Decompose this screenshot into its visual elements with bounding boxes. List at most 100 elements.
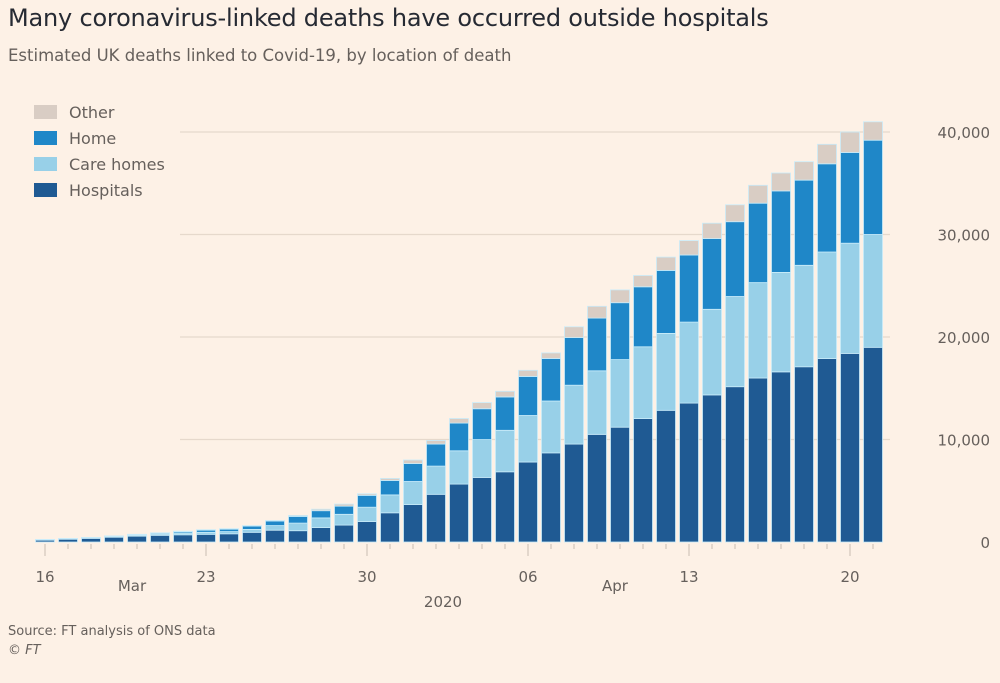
bar-segment-care-homes xyxy=(702,308,722,396)
bar-segment-hospitals xyxy=(541,452,561,543)
bar-segment-care-homes xyxy=(656,332,676,411)
bar-segment-other xyxy=(426,440,446,445)
bar-segment-home xyxy=(380,480,400,496)
bar-segment-home xyxy=(472,408,492,440)
bar-segment-other xyxy=(242,525,262,527)
bar-segment-home xyxy=(426,443,446,467)
bar-segment-hospitals xyxy=(679,402,699,543)
bar-segment-home xyxy=(748,202,768,283)
bar-segment-hospitals xyxy=(81,537,101,543)
x-tick-label: 30 xyxy=(357,568,376,586)
bar-segment-home xyxy=(840,152,860,244)
source-note: Source: FT analysis of ONS data xyxy=(8,624,216,639)
bar-segment-home xyxy=(357,494,377,508)
x-axis: 16 23 30 06 13 20 Mar Apr 2020 xyxy=(35,544,874,611)
bar-segment-hospitals xyxy=(702,394,722,543)
bar-segment-home xyxy=(817,163,837,253)
bar-segment-other xyxy=(58,538,78,540)
bar-segment-other xyxy=(725,204,745,223)
bar-segment-other xyxy=(150,532,170,534)
y-tick-label: 30,000 xyxy=(938,227,991,245)
bar-segment-care-homes xyxy=(610,359,630,428)
x-tick-label: 13 xyxy=(679,568,698,586)
bar-segment-other xyxy=(679,240,699,256)
bar-segment-other xyxy=(334,503,354,507)
bar-segment-other xyxy=(472,402,492,410)
bar-segment-hospitals xyxy=(334,524,354,543)
bar-segment-hospitals xyxy=(725,386,745,543)
bar-segment-home xyxy=(403,463,423,482)
bar-segment-hospitals xyxy=(219,533,239,543)
bar-segment-other xyxy=(518,369,538,377)
bar-segment-care-homes xyxy=(564,384,584,445)
bar-segment-other xyxy=(288,515,308,517)
bar-segment-care-homes xyxy=(748,282,768,379)
bar-segment-hospitals xyxy=(380,512,400,543)
bar-segment-other xyxy=(587,305,607,319)
bar-segment-care-homes xyxy=(472,439,492,478)
y-tick-label: 10,000 xyxy=(938,432,991,450)
bar-segment-hospitals xyxy=(771,371,791,543)
bar-segment-hospitals xyxy=(173,534,193,543)
bar-segment-home xyxy=(449,422,469,452)
bar-segment-hospitals xyxy=(104,536,124,543)
bar-segment-care-homes xyxy=(771,271,791,373)
legend-label-hospitals: Hospitals xyxy=(69,180,143,200)
bar-segment-other xyxy=(265,520,285,522)
bar-segment-hospitals xyxy=(564,443,584,543)
bar-segment-other xyxy=(81,537,101,539)
bar-segment-other xyxy=(610,289,630,304)
bar-segment-care-homes xyxy=(587,370,607,435)
bar-segment-home xyxy=(541,358,561,402)
copyright: © FT xyxy=(8,643,41,658)
legend: Other Home Care homes Hospitals xyxy=(34,99,165,203)
bar-segment-other xyxy=(863,121,883,141)
bar-segment-home xyxy=(518,376,538,416)
bar-segment-care-homes xyxy=(817,251,837,359)
bar-segment-hospitals xyxy=(633,418,653,543)
bar-segment-hospitals xyxy=(242,531,262,543)
bar-segment-hospitals xyxy=(794,366,814,543)
legend-label-home: Home xyxy=(69,128,117,148)
bar-segment-other xyxy=(748,184,768,204)
legend-item-hospitals: Hospitals xyxy=(34,177,165,203)
bar-segment-care-homes xyxy=(334,513,354,526)
bar-segment-hospitals xyxy=(610,426,630,543)
bar-segment-hospitals xyxy=(449,483,469,543)
bar-segment-other xyxy=(840,131,860,153)
bar-segment-home xyxy=(564,337,584,386)
bar-segment-other xyxy=(403,459,423,464)
bar-segment-hospitals xyxy=(357,521,377,543)
bar-segment-home xyxy=(679,254,699,323)
bar-segment-other xyxy=(564,326,584,338)
footer: Source: FT analysis of ONS data © FT xyxy=(8,622,216,660)
bar-segment-hospitals xyxy=(472,476,492,543)
bar-segment-home xyxy=(771,190,791,273)
bar-segment-other xyxy=(35,539,55,541)
y-tick-label: 20,000 xyxy=(938,329,991,347)
bar-segment-care-homes xyxy=(288,522,308,532)
bar-segment-other xyxy=(219,528,239,530)
legend-swatch-other xyxy=(34,105,57,119)
bar-segment-hospitals xyxy=(587,433,607,543)
bar-segment-care-homes xyxy=(840,242,860,354)
y-axis: 0 10,000 20,000 30,000 40,000 xyxy=(938,124,991,552)
bar-segment-other xyxy=(633,275,653,288)
bar-segment-hospitals xyxy=(656,409,676,543)
bar-segment-care-homes xyxy=(863,234,883,348)
legend-swatch-hospitals xyxy=(34,183,57,197)
year-label: 2020 xyxy=(424,593,462,611)
bar-segment-care-homes xyxy=(380,494,400,514)
bar-segment-hospitals xyxy=(863,346,883,543)
x-tick-label: 16 xyxy=(35,568,54,586)
bar-segment-care-homes xyxy=(679,321,699,404)
bar-segment-home xyxy=(863,139,883,235)
bar-segment-other xyxy=(702,222,722,239)
bar-segment-other xyxy=(104,535,124,537)
x-tick-label: 23 xyxy=(196,568,215,586)
bar-segment-home xyxy=(587,317,607,372)
bar-segment-home xyxy=(633,286,653,348)
bar-segment-other xyxy=(794,161,814,181)
legend-label-care-homes: Care homes xyxy=(69,154,165,174)
bar-segment-other xyxy=(541,352,561,359)
